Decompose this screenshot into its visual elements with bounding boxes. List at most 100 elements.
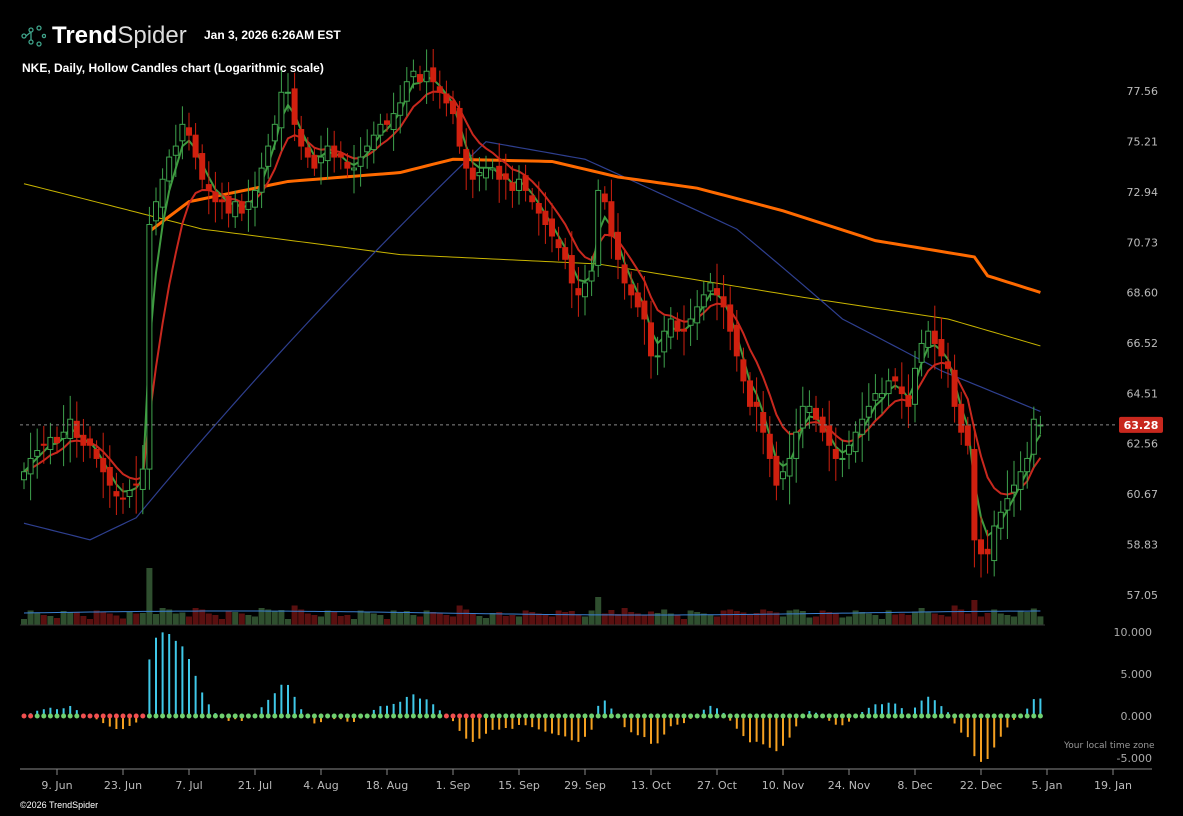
candle-down [522, 175, 529, 191]
y-tick-label: 60.67 [1127, 488, 1159, 501]
x-tick-label: 9. Jun [41, 779, 72, 792]
oscillator-dot [971, 713, 977, 719]
oscillator-dot [331, 713, 337, 719]
candle-down [931, 330, 938, 344]
volume-bar [496, 612, 503, 625]
candle-down [575, 288, 582, 296]
candle-up [872, 393, 879, 401]
candle-down [219, 199, 225, 203]
volume-bar [364, 612, 371, 625]
candle-up [139, 468, 146, 490]
candle-down [120, 497, 126, 500]
volume-bar [793, 609, 800, 625]
oscillator-dot [74, 713, 80, 719]
oscillator-dot [457, 713, 463, 719]
oscillator-dot [562, 713, 568, 719]
oscillator-dot [94, 713, 100, 719]
volume-bar [727, 609, 734, 625]
volume-bar [707, 615, 714, 625]
oscillator-dot [61, 713, 67, 719]
candle-up [694, 306, 701, 324]
candle-down [938, 339, 945, 357]
volume-bar [417, 616, 423, 625]
volume-bar [984, 613, 991, 625]
volume-bar [964, 613, 971, 625]
candle-up [865, 405, 872, 418]
oscillator-dot [1018, 713, 1024, 719]
oscillator-dot [358, 713, 364, 719]
volume-bar [760, 609, 767, 625]
volume-bar [212, 615, 219, 625]
volume-bars [21, 568, 1044, 625]
candle-down [971, 448, 978, 541]
oscillator-dot [674, 713, 680, 719]
volume-bar [106, 613, 113, 625]
volume-bar [172, 613, 179, 625]
volume-bar [304, 613, 311, 625]
volume-bar [1030, 608, 1037, 625]
candle-up [707, 282, 714, 292]
candle-down [443, 93, 450, 104]
volume-bar [113, 615, 120, 625]
oscillator-dot [34, 713, 40, 719]
volume-bar [978, 616, 984, 625]
volume-bar [298, 609, 305, 625]
volume-bar [337, 616, 344, 625]
candle-up [423, 70, 430, 83]
candle-down [496, 165, 503, 180]
candle-up [410, 70, 417, 78]
timestamp: Jan 3, 2026 6:26AM EST [204, 28, 341, 42]
candle-up [126, 490, 133, 497]
candle-down [760, 412, 767, 433]
candle-down [304, 147, 311, 158]
candle-down [344, 161, 351, 169]
volume-bar [1037, 616, 1044, 625]
volume-bar [621, 608, 628, 625]
oscillator-dot [259, 713, 265, 719]
oscillator-dot [179, 713, 185, 719]
volume-bar [390, 610, 397, 625]
volume-bar [773, 612, 780, 625]
volume-bar [192, 608, 199, 625]
candle-up [879, 393, 885, 399]
volume-bar [370, 613, 377, 625]
candles [21, 49, 1044, 578]
volume-bar [819, 610, 826, 625]
volume-bar [311, 615, 318, 625]
volume-bar [1017, 610, 1024, 625]
oscillator-dot [628, 713, 634, 719]
oscillator-dot [509, 713, 515, 719]
volume-bar [166, 609, 173, 625]
oscillator-dot [866, 713, 872, 719]
volume-bar [615, 614, 621, 625]
volume-bar [918, 608, 925, 625]
volume-bar [331, 612, 338, 625]
oscillator-dot [998, 713, 1004, 719]
x-tick-label: 18. Aug [366, 779, 408, 792]
volume-bar [826, 612, 833, 625]
oscillator-dot [846, 713, 852, 719]
y-tick-label: 58.83 [1127, 539, 1159, 552]
oscillator-dot [767, 713, 773, 719]
volume-bar [951, 605, 958, 625]
oscillator-dot [318, 713, 324, 719]
candle-up [357, 156, 364, 167]
oscillator-dot [54, 713, 60, 719]
oscillator-dot [542, 713, 548, 719]
volume-bar [159, 608, 166, 625]
candle-down [766, 433, 773, 459]
volume-bar [344, 615, 351, 625]
oscillator-dot [67, 713, 73, 719]
candle-up [377, 123, 384, 136]
candle-up [991, 525, 998, 562]
candle-down [133, 483, 140, 486]
oscillator-dot [985, 713, 991, 719]
candle-up [252, 189, 258, 208]
candle-down [535, 203, 542, 214]
candle-up [780, 471, 786, 480]
volume-bar [766, 611, 773, 625]
volume-bar [126, 611, 133, 625]
volume-bar [153, 614, 159, 625]
candle-up [885, 380, 892, 395]
